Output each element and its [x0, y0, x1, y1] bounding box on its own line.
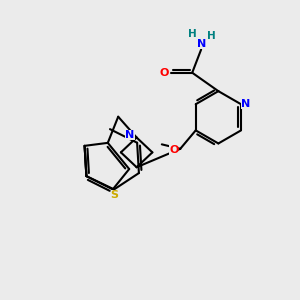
- Text: H: H: [207, 31, 216, 41]
- Text: N: N: [125, 130, 135, 140]
- Text: H: H: [188, 29, 197, 39]
- Text: N: N: [197, 39, 206, 49]
- Text: S: S: [111, 190, 119, 200]
- Text: N: N: [242, 99, 251, 109]
- Text: O: O: [160, 68, 169, 78]
- Text: O: O: [169, 145, 178, 155]
